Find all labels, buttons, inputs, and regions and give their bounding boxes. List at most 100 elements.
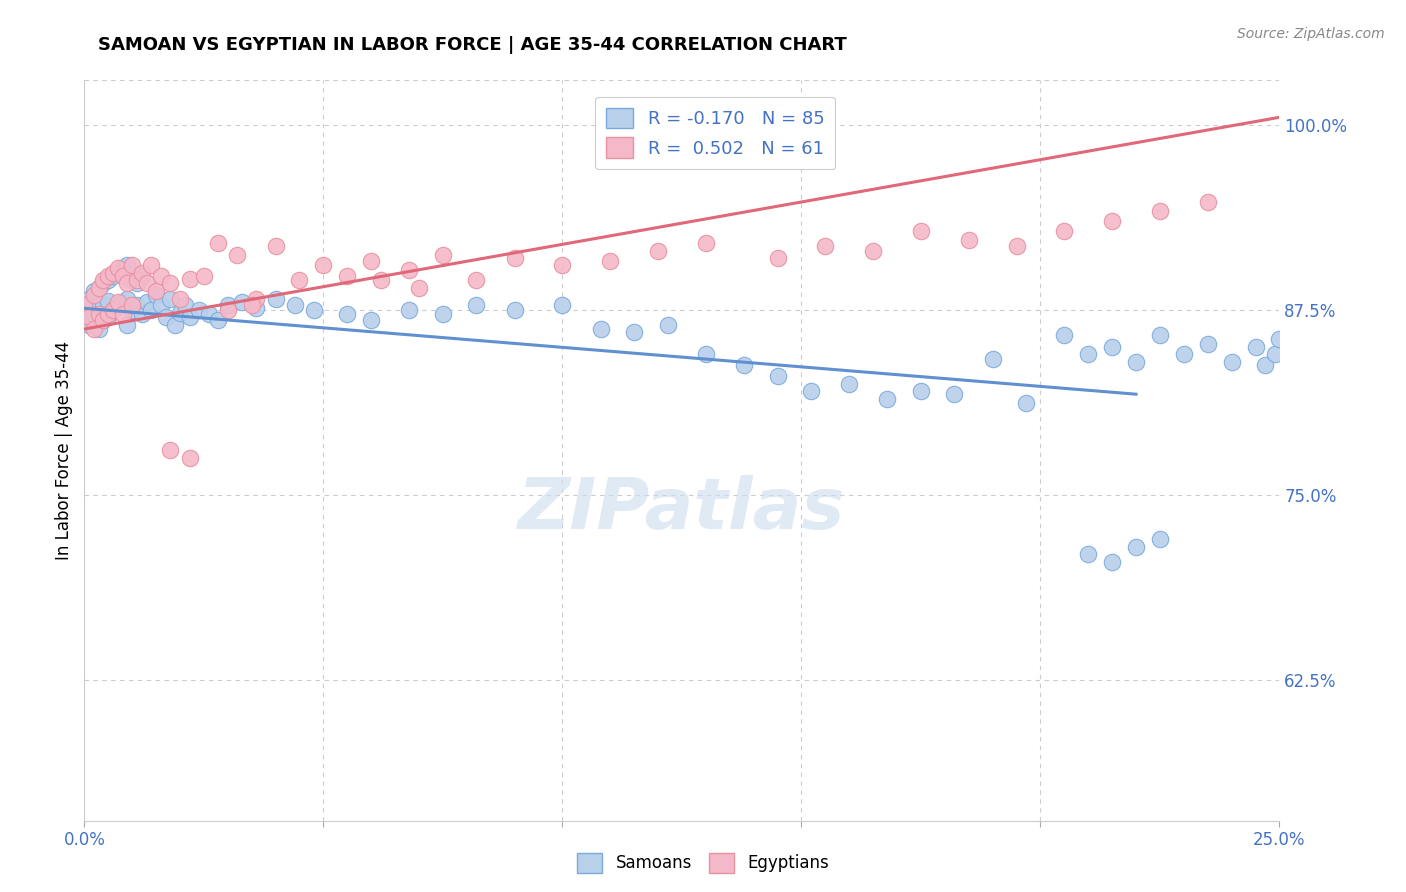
Point — [197, 307, 219, 321]
Point — [838, 376, 860, 391]
Point — [398, 302, 420, 317]
Point — [77, 310, 100, 325]
Point — [465, 273, 488, 287]
Point — [503, 251, 526, 265]
Point — [87, 307, 110, 321]
Point — [1053, 224, 1076, 238]
Point — [111, 307, 134, 321]
Point — [131, 266, 153, 280]
Point — [264, 239, 287, 253]
Point — [943, 387, 966, 401]
Point — [910, 224, 932, 238]
Point — [1149, 533, 1171, 547]
Point — [1125, 540, 1147, 554]
Point — [1268, 333, 1291, 347]
Point — [1197, 336, 1219, 351]
Point — [159, 293, 181, 307]
Point — [1149, 328, 1171, 343]
Point — [193, 268, 215, 283]
Point — [240, 298, 263, 312]
Point — [1264, 347, 1286, 361]
Legend: Samoans, Egyptians: Samoans, Egyptians — [571, 847, 835, 880]
Point — [121, 302, 143, 317]
Point — [117, 293, 139, 307]
Point — [121, 259, 143, 273]
Point — [981, 351, 1004, 366]
Point — [336, 268, 359, 283]
Point — [87, 298, 110, 312]
Point — [599, 254, 621, 268]
Point — [169, 293, 191, 307]
Text: SAMOAN VS EGYPTIAN IN LABOR FORCE | AGE 35-44 CORRELATION CHART: SAMOAN VS EGYPTIAN IN LABOR FORCE | AGE … — [98, 36, 848, 54]
Point — [101, 302, 124, 317]
Point — [87, 322, 110, 336]
Point — [159, 276, 181, 290]
Point — [1005, 239, 1028, 253]
Point — [245, 293, 267, 307]
Point — [135, 276, 157, 290]
Point — [551, 298, 574, 312]
Point — [1244, 340, 1267, 354]
Point — [465, 298, 488, 312]
Point — [217, 302, 239, 317]
Point — [73, 310, 96, 325]
Point — [408, 280, 430, 294]
Point — [370, 273, 392, 287]
Point — [862, 244, 884, 258]
Text: Source: ZipAtlas.com: Source: ZipAtlas.com — [1237, 27, 1385, 41]
Point — [1254, 358, 1277, 372]
Point — [135, 295, 157, 310]
Point — [107, 295, 129, 310]
Point — [121, 298, 143, 312]
Point — [165, 318, 187, 332]
Point — [207, 313, 229, 327]
Point — [93, 297, 115, 311]
Point — [117, 318, 139, 332]
Point — [188, 302, 211, 317]
Point — [1101, 340, 1123, 354]
Point — [121, 273, 143, 287]
Point — [145, 288, 167, 302]
Point — [551, 259, 574, 273]
Point — [766, 369, 789, 384]
Point — [910, 384, 932, 399]
Point — [87, 280, 110, 294]
Point — [117, 259, 139, 273]
Point — [1101, 214, 1123, 228]
Point — [87, 280, 110, 294]
Point — [245, 301, 267, 316]
Point — [97, 268, 120, 283]
Point — [1101, 554, 1123, 569]
Point — [1197, 194, 1219, 209]
Point — [814, 239, 837, 253]
Point — [336, 307, 359, 321]
Point — [97, 293, 120, 308]
Point — [97, 307, 120, 321]
Point — [131, 307, 153, 321]
Point — [141, 259, 163, 273]
Point — [93, 276, 115, 290]
Point — [159, 443, 181, 458]
Point — [111, 295, 134, 310]
Point — [288, 273, 311, 287]
Point — [733, 358, 755, 372]
Point — [1053, 328, 1076, 343]
Point — [623, 325, 645, 339]
Point — [800, 384, 823, 399]
Point — [141, 302, 163, 317]
Point — [1077, 547, 1099, 561]
Point — [1077, 347, 1099, 361]
Legend: R = -0.170   N = 85, R =  0.502   N = 61: R = -0.170 N = 85, R = 0.502 N = 61 — [595, 96, 835, 169]
Point — [1125, 354, 1147, 368]
Point — [83, 307, 105, 321]
Point — [657, 318, 679, 332]
Point — [101, 266, 124, 280]
Y-axis label: In Labor Force | Age 35-44: In Labor Force | Age 35-44 — [55, 341, 73, 560]
Point — [107, 298, 129, 312]
Point — [179, 310, 201, 325]
Point — [93, 313, 115, 327]
Point — [77, 293, 100, 307]
Point — [302, 302, 325, 317]
Point — [360, 254, 382, 268]
Point — [107, 261, 129, 276]
